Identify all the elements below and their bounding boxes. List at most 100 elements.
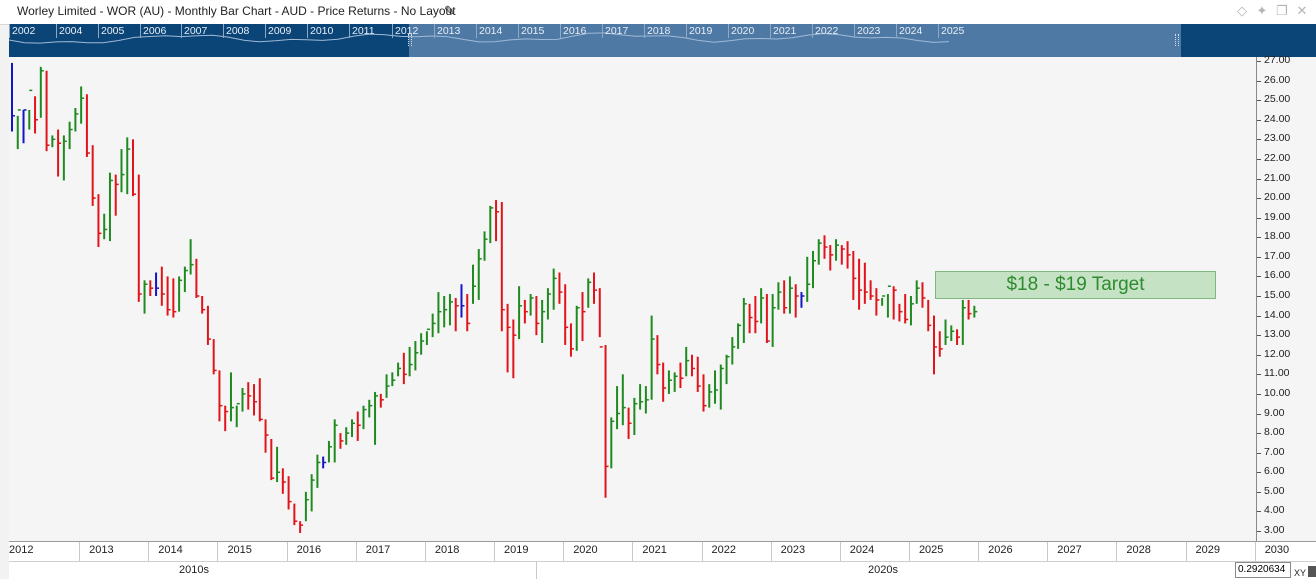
y-tick-label: 9.00 (1264, 406, 1285, 419)
price-bar (892, 286, 897, 320)
price-bar (402, 352, 407, 385)
x-tick-mark (355, 542, 357, 562)
y-tick-mark (1257, 393, 1261, 395)
price-bar (569, 323, 574, 357)
navigator-tick (140, 24, 141, 38)
restore-icon[interactable]: ❐ (1276, 3, 1288, 18)
price-bar (189, 239, 194, 275)
navigator-tick (349, 24, 350, 38)
target-annotation[interactable]: $18 - $19 Target (935, 271, 1216, 299)
navigator-selection[interactable] (408, 24, 1181, 57)
close-icon[interactable]: ✕ (1296, 3, 1308, 18)
x-tick-mark (286, 542, 288, 562)
price-bar (39, 66, 44, 118)
price-bar (431, 313, 436, 338)
price-bar (448, 294, 453, 326)
price-bar (927, 299, 932, 332)
price-bar (374, 391, 379, 445)
price-bar (765, 294, 770, 343)
y-tick-mark (1257, 139, 1261, 141)
y-tick-mark (1257, 100, 1261, 102)
price-bar (253, 384, 258, 416)
price-bar (558, 272, 563, 304)
price-bar (898, 303, 903, 322)
y-tick-mark (1257, 491, 1261, 493)
price-bar (304, 491, 309, 522)
navigator-year-label: 2004 (59, 25, 83, 37)
price-bar (535, 296, 540, 336)
pencil-icon[interactable]: ✎ (444, 3, 455, 18)
price-bar (938, 331, 943, 357)
price-bar (224, 405, 229, 432)
price-bar (310, 474, 315, 512)
navigator-tick (812, 24, 813, 38)
price-bar (299, 521, 304, 533)
pin-diamond-icon[interactable]: ◇ (1237, 3, 1247, 18)
lock-icon[interactable] (1308, 566, 1316, 577)
chart-plot-area[interactable]: $18 - $19 Target (9, 57, 1256, 541)
price-axis[interactable]: 3.00 4.00 5.00 6.00 7.00 8.00 9.00 10.00 11.00 12… (1256, 54, 1316, 541)
navigator-tick (896, 24, 897, 38)
x-tick-mark (563, 542, 565, 562)
date-range-navigator[interactable]: 2002 2004 2005 2006 2007 2008 2009 2010 2011 2012… (9, 24, 1316, 57)
x-tick-label: 2016 (296, 544, 322, 556)
price-bar (195, 258, 200, 298)
price-bar (794, 284, 799, 318)
price-bar (771, 294, 776, 347)
crosshair-value-field[interactable]: 0.2920634 (1235, 562, 1291, 578)
price-bar (247, 382, 252, 410)
xy-mode-label[interactable]: XY (1293, 568, 1306, 578)
y-tick-mark (1257, 354, 1261, 356)
price-bar (777, 282, 782, 310)
y-tick-label: 19.00 (1264, 210, 1291, 223)
price-bar (172, 278, 177, 318)
price-bar (489, 205, 494, 244)
navigator-year-label: 2024 (899, 25, 923, 37)
navigator-right-handle[interactable] (1175, 34, 1179, 46)
chart-title: Worley Limited - WOR (AU) - Monthly Bar … (17, 4, 456, 18)
price-bar (529, 294, 534, 316)
price-bar (806, 256, 811, 302)
pin-icon[interactable]: ✦ (1256, 3, 1268, 18)
price-bar (276, 446, 281, 483)
navigator-tick (9, 24, 10, 38)
price-bar (62, 135, 67, 181)
y-tick-mark (1257, 433, 1261, 435)
price-bar (662, 362, 667, 402)
price-bar (229, 372, 234, 422)
x-tick-label: 2012 (9, 544, 34, 556)
x-tick-label: 2023 (780, 544, 806, 556)
x-tick-mark (632, 542, 634, 562)
y-tick-label: 7.00 (1264, 445, 1285, 458)
navigator-tick (56, 24, 57, 38)
price-bar (956, 329, 961, 345)
price-bar (731, 337, 736, 365)
price-bar (546, 288, 551, 320)
y-tick-mark (1257, 374, 1261, 376)
y-tick-label: 24.00 (1264, 112, 1291, 125)
time-axis[interactable]: 2012 2013 2014 2015 2016 2017 2018 2019 2020 2021… (9, 541, 1316, 562)
navigator-tick (181, 24, 182, 38)
x-tick-label: 2021 (642, 544, 667, 556)
navigator-tick (560, 24, 561, 38)
decade-label-2020s: 2020s (868, 564, 898, 576)
y-tick-label: 20.00 (1264, 191, 1291, 204)
x-tick-label: 2017 (365, 544, 391, 556)
price-bar (673, 372, 678, 392)
price-bar (22, 109, 27, 144)
navigator-year-label: 2006 (143, 25, 167, 37)
price-bar (719, 364, 724, 410)
x-tick-mark (978, 542, 980, 562)
x-tick-label: 2028 (1126, 544, 1151, 556)
price-bar (316, 454, 321, 488)
x-tick-label: 2029 (1195, 544, 1221, 556)
price-bar (921, 282, 926, 308)
navigator-tick (476, 24, 477, 38)
price-bar (598, 288, 603, 348)
price-bar (454, 297, 459, 332)
decade-label-2010s: 2010s (179, 564, 209, 576)
navigator-tick (644, 24, 645, 38)
navigator-left-handle[interactable] (408, 34, 412, 46)
price-bar (68, 121, 73, 150)
window-titlebar: Worley Limited - WOR (AU) - Monthly Bar … (0, 0, 1316, 25)
